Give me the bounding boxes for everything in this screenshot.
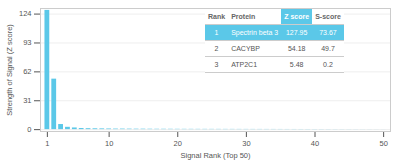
svg-text:1: 1 (45, 139, 49, 148)
html-text:S-score: S-score (315, 13, 341, 20)
html-text:CACYBP: CACYBP (231, 45, 260, 52)
svg-text:0: 0 (27, 125, 31, 134)
svg-text:40: 40 (311, 139, 319, 148)
svg-text:Strength of Signal (Z score): Strength of Signal (Z score) (5, 24, 14, 116)
svg-text:30: 30 (242, 139, 250, 148)
html-text:Spectrin beta 3: Spectrin beta 3 (231, 29, 279, 36)
svg-text:20: 20 (174, 139, 182, 148)
svg-text:93: 93 (23, 38, 31, 47)
svg-text:62: 62 (23, 67, 31, 76)
html-text:5.48: 5.48 (289, 61, 304, 68)
html-text:49.7: 49.7 (321, 45, 335, 52)
html-text:Z score: Z score (284, 13, 310, 20)
html-text:0.2: 0.2 (323, 61, 333, 68)
svg-text:124: 124 (19, 9, 32, 18)
html-text:1: 1 (214, 29, 219, 36)
svg-text:31: 31 (23, 96, 31, 105)
html-text:ATP2C1: ATP2C1 (231, 61, 258, 68)
html-text:Protein: Protein (231, 13, 256, 20)
html-text:127.95: 127.95 (286, 29, 308, 36)
html-text:3: 3 (214, 61, 219, 68)
html-text:Rank: Rank (208, 13, 226, 20)
html-text:54.18: 54.18 (287, 45, 306, 52)
svg-text:Signal Rank (Top 50): Signal Rank (Top 50) (180, 151, 251, 160)
html-text:2: 2 (214, 45, 219, 52)
svg-text:50: 50 (379, 139, 387, 148)
html-text:73.67: 73.67 (319, 29, 337, 36)
svg-text:10: 10 (105, 139, 113, 148)
